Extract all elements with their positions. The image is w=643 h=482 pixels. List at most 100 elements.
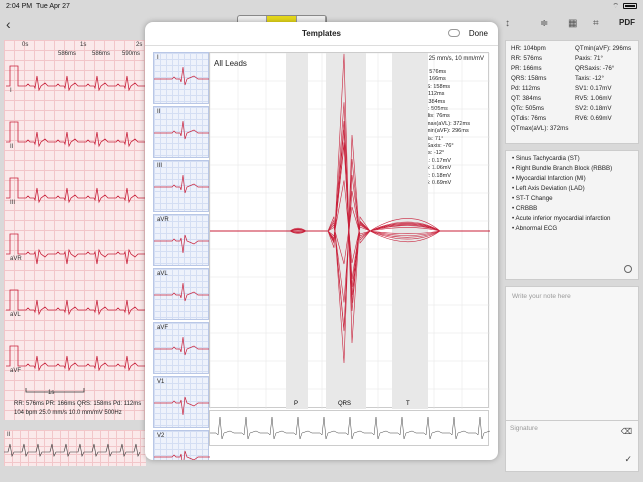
lead-thumbnail-V2[interactable]: V2: [153, 430, 210, 460]
lead-thumbnail-label: II: [157, 109, 161, 115]
diagnosis-item: • Right Bundle Branch Block (RBBB): [512, 165, 613, 172]
info-circle-icon[interactable]: [624, 265, 632, 273]
lead-label-aVL: aVL: [10, 312, 21, 318]
plot-stat-item: QTmin(aVF): 296ms: [418, 128, 469, 135]
plot-stat-item: PR: 166ms: [418, 76, 446, 83]
template-rhythm-strip: [209, 410, 495, 446]
measurements-left: HR: 104bpm RR: 576ms PR: 166ms QRS: 158ms Pd…: [511, 44, 568, 134]
lead-thumbnail-label: aVL: [157, 271, 168, 277]
lead-thumbnail-trace: [154, 234, 210, 254]
lead-thumbnail-trace: [154, 282, 210, 302]
template-lead-trace: [210, 206, 490, 265]
t-wave-region: [392, 53, 428, 409]
status-time: 2:04 PM: [6, 2, 33, 10]
time-label-2: 2s: [136, 42, 143, 48]
ecg-info: RR: 576ms PR: 166ms QRS: 158ms Pd: 112ms…: [14, 400, 141, 418]
ecg-info-line2: 104 bpm 25.0 mm/s 10.0 mm/mV 500Hz: [14, 410, 122, 416]
measurement-item: QRS: 158ms: [511, 75, 547, 82]
time-label-1: 1s: [80, 42, 87, 48]
ecg-12-lead-panel[interactable]: 0s 1s 2s 586ms 586ms 590ms I II III aVR …: [4, 40, 146, 420]
lead-thumbnail-II[interactable]: II: [153, 106, 210, 158]
template-lead-trace: [210, 174, 490, 332]
lead-thumbnail-label: aVF: [157, 325, 169, 331]
measurement-item: QTmax(aVL): 372ms: [511, 125, 569, 132]
lead-thumbnail-trace: [154, 450, 210, 460]
rhythm-strip-label: II: [7, 432, 11, 438]
lead-thumbnail-trace: [154, 336, 210, 356]
wave-label-t: T: [406, 401, 410, 407]
measurement-item: SV1: 0.17mV: [575, 85, 612, 92]
lead-thumbnail-III[interactable]: III: [153, 160, 210, 212]
signature-label: Signature: [510, 425, 538, 432]
measurement-item: RR: 576ms: [511, 55, 542, 62]
diagnosis-item: • Abnormal ECG: [512, 225, 558, 232]
wave-label-p: P: [294, 401, 298, 407]
interval-label-2: 590ms: [122, 51, 141, 57]
grid-icon[interactable]: ▦: [568, 18, 578, 29]
checkmark-icon[interactable]: ✓: [624, 454, 632, 464]
ecg-lead-trace: [6, 233, 146, 265]
plot-stat-item: Pd: 112ms: [418, 91, 445, 98]
diagnosis-box[interactable]: • Sinus Tachycardia (ST) • Right Bundle B…: [505, 150, 639, 280]
wave-label-qrs: QRS: [338, 401, 351, 407]
status-bar: 2:04 PM Tue Apr 27 ⌔: [0, 0, 643, 12]
link-icon[interactable]: [448, 29, 460, 37]
interval-label-1: 586ms: [92, 51, 111, 57]
template-plot: All Leads 25 mm/s, 10 mm/mV RR: 576ms PR:…: [209, 52, 490, 409]
lead-thumbnail-trace: [154, 66, 210, 86]
eraser-icon[interactable]: ⌫: [620, 427, 632, 436]
status-date: Tue Apr 27: [35, 2, 70, 10]
lead-label-III: III: [10, 200, 16, 206]
measurement-item: Pd: 112ms: [511, 85, 541, 92]
done-button[interactable]: Done: [468, 29, 488, 38]
measurement-item: RV5: 1.06mV: [575, 95, 612, 102]
diagnosis-item: • Myocardial Infarction (MI): [512, 175, 586, 182]
lead-thumbnail-I[interactable]: I: [153, 52, 210, 104]
crop-icon[interactable]: ⌗: [593, 18, 599, 29]
diagnosis-item: • Sinus Tachycardia (ST): [512, 155, 580, 162]
measurement-item: Paxis: 71°: [575, 55, 603, 62]
chevron-left-icon[interactable]: ‹: [6, 16, 11, 32]
time-label-0: 0s: [22, 42, 29, 48]
template-lead-trace: [210, 102, 490, 304]
measurements-right: QTmin(aVF): 296ms Paxis: 71° QRSaxis: -76°…: [575, 44, 631, 124]
align-center-icon[interactable]: ≑: [540, 18, 549, 29]
measurement-item: QRSaxis: -76°: [575, 65, 615, 72]
pdf-button[interactable]: PDF: [619, 18, 635, 27]
plot-stat-item: RR: 576ms: [418, 69, 447, 75]
plot-stat-item: QRSaxis: -76°: [418, 143, 454, 150]
measurement-item: QT: 384ms: [511, 95, 541, 102]
ecg-traces: [6, 65, 146, 393]
plot-stat-item: RV5: 1.06mV: [418, 165, 452, 172]
measurement-item: PR: 166ms: [511, 65, 542, 72]
plot-scale: 25 mm/s, 10 mm/mV: [428, 56, 484, 62]
plot-stat-item: RV6: 0.69mV: [418, 180, 452, 187]
plot-stat-item: SV2: 0.18mV: [418, 172, 452, 179]
measurement-item: HR: 104bpm: [511, 45, 546, 52]
diagnosis-item: • Left Axis Deviation (LAD): [512, 185, 585, 192]
lead-thumbnail-aVR[interactable]: aVR: [153, 214, 210, 266]
ecg-lead-trace: [6, 289, 146, 316]
lead-thumbnail-aVF[interactable]: aVF: [153, 322, 210, 374]
right-panel: HR: 104bpm RR: 576ms PR: 166ms QRS: 158ms Pd…: [505, 40, 639, 470]
lead-thumbnail-label: V1: [157, 379, 165, 385]
plot-stat-item: QT: 384ms: [418, 98, 446, 105]
plot-stat-item: QTmax(aVL): 372ms: [418, 120, 470, 127]
measurement-item: RV6: 0.69mV: [575, 115, 612, 122]
diagnosis-item: • ST-T Change: [512, 195, 553, 202]
rhythm-strip[interactable]: II: [4, 430, 146, 466]
arrows-vertical-icon[interactable]: ↕: [505, 18, 510, 29]
template-lead-trace: [210, 180, 490, 264]
lead-label-I: I: [10, 88, 12, 94]
scale-bar: [25, 388, 85, 393]
interval-label-0: 586ms: [58, 51, 77, 57]
ecg-lead-trace: [6, 65, 146, 92]
plot-stat-item: SV1: 0.17mV: [418, 157, 452, 164]
measurements-box: HR: 104bpm RR: 576ms PR: 166ms QRS: 158ms Pd…: [505, 40, 639, 144]
template-plot-svg: P QRS T: [210, 53, 490, 409]
lead-thumbnail-aVL[interactable]: aVL: [153, 268, 210, 320]
lead-thumbnail-V1[interactable]: V1: [153, 376, 210, 428]
plot-title: All Leads: [214, 59, 247, 68]
plot-stat-item: Paxis: 71°: [418, 135, 444, 142]
signature-box[interactable]: Signature ⌫ ✓: [505, 420, 639, 472]
